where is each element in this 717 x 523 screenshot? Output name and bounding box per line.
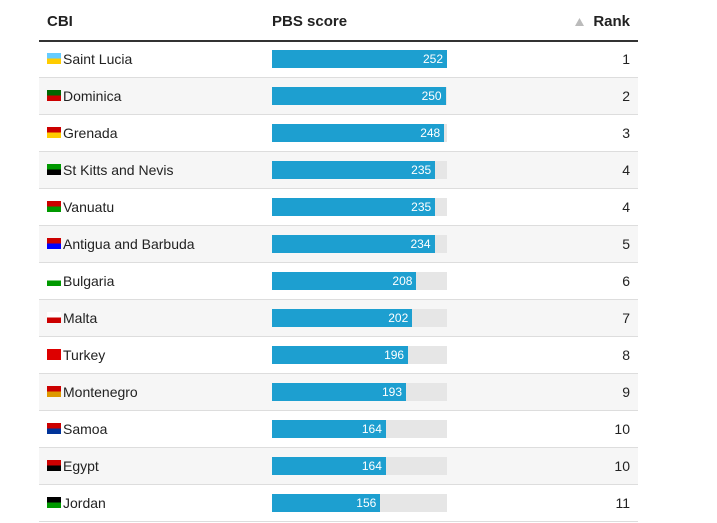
row: Antigua and Barbuda 234 5: [39, 226, 638, 263]
flag-icon: [47, 423, 61, 434]
row: Grenada 248 3: [39, 115, 638, 152]
bar-track: 252: [272, 50, 447, 68]
row: Montenegro 193 9: [39, 374, 638, 411]
bar-track: 193: [272, 383, 447, 401]
value-label: 235: [411, 163, 432, 177]
bar-track: 208: [272, 272, 447, 290]
flag-icon: [47, 127, 61, 138]
flag-icon: [47, 497, 61, 508]
row: Bulgaria 208 6: [39, 263, 638, 300]
value-label: 202: [388, 311, 409, 325]
row: Malta 202 7: [39, 300, 638, 337]
rank: 1: [622, 51, 630, 67]
bar-track: 235: [272, 198, 447, 216]
header[interactable]: CBI: [47, 13, 73, 30]
bar-track: 248: [272, 124, 447, 142]
row: Egypt 164 10: [39, 448, 638, 485]
row: Samoa 164 10: [39, 411, 638, 448]
header[interactable]: PBS score: [272, 13, 348, 30]
flag-icon: [47, 312, 61, 323]
bar: [272, 383, 407, 401]
bar: [272, 50, 447, 68]
rank: 10: [614, 421, 630, 437]
rank: 2: [622, 88, 630, 104]
bar-track: 164: [272, 420, 447, 438]
value-label: 164: [361, 459, 382, 473]
value-label: 234: [410, 237, 431, 251]
rank: 10: [614, 458, 630, 474]
bar: [272, 309, 413, 327]
row: Dominica 250 2: [39, 78, 638, 115]
flag-icon: [47, 275, 61, 286]
value-label: 248: [420, 126, 441, 140]
country-name: Egypt: [63, 458, 99, 474]
bar-track: 202: [272, 309, 447, 327]
bar: [272, 198, 436, 216]
country-name: Grenada: [63, 125, 118, 141]
row: St Kitts and Nevis 235 4: [39, 152, 638, 189]
value-label: 196: [384, 348, 405, 362]
bar: [272, 272, 417, 290]
country-name: Jordan: [63, 495, 106, 511]
bar: [272, 457, 386, 475]
value-label: 208: [392, 274, 413, 288]
header-row: CBI PBS score Rank: [39, 0, 638, 42]
bar-track: 196: [272, 346, 447, 364]
country-name: Malta: [63, 310, 98, 326]
bar: [272, 346, 409, 364]
country-name: Montenegro: [63, 384, 138, 400]
country-name: Bulgaria: [63, 273, 115, 289]
value-label: 156: [356, 496, 377, 510]
row: Vanuatu 235 4: [39, 189, 638, 226]
country-name: Samoa: [63, 421, 108, 437]
bar-track: 156: [272, 494, 447, 512]
bar: [272, 124, 445, 142]
country-name: St Kitts and Nevis: [63, 162, 174, 178]
row: Turkey 196 8: [39, 337, 638, 374]
country-name: Dominica: [63, 88, 122, 104]
bar-track: 234: [272, 235, 447, 253]
rank: 6: [622, 273, 630, 289]
value-label: 164: [361, 422, 382, 436]
sort-icon[interactable]: [575, 18, 584, 26]
rank: 5: [622, 236, 630, 252]
flag-icon: [47, 386, 61, 397]
value-label: 250: [421, 89, 442, 103]
rank: 9: [622, 384, 630, 400]
rank: 3: [622, 125, 630, 141]
bar: [272, 494, 381, 512]
bar-track: 235: [272, 161, 447, 179]
country-name: Saint Lucia: [63, 51, 133, 67]
flag-icon: [47, 53, 61, 64]
bar: [272, 235, 435, 253]
value-label: 252: [422, 52, 443, 66]
bar: [272, 161, 436, 179]
country-name: Antigua and Barbuda: [63, 236, 195, 252]
flag-icon: [47, 201, 61, 212]
row: Jordan 156 11: [39, 485, 638, 522]
flag-icon: [47, 460, 61, 471]
rank: 11: [615, 495, 630, 511]
flag-icon: [47, 349, 61, 360]
rank: 4: [622, 162, 630, 178]
bar-track: 250: [272, 87, 447, 105]
bar-track: 164: [272, 457, 447, 475]
flag-icon: [47, 90, 61, 101]
rank: 7: [622, 310, 630, 326]
row: Saint Lucia 252 1: [39, 41, 638, 78]
bar: [272, 420, 386, 438]
bar: [272, 87, 446, 105]
rank: 4: [622, 199, 630, 215]
flag-icon: [47, 164, 61, 175]
header[interactable]: Rank: [593, 13, 630, 30]
country-name: Vanuatu: [63, 199, 115, 215]
rank: 8: [622, 347, 630, 363]
country-name: Turkey: [63, 347, 106, 363]
value-label: 193: [381, 385, 403, 399]
flag-icon: [47, 238, 61, 249]
value-label: 235: [411, 200, 432, 214]
